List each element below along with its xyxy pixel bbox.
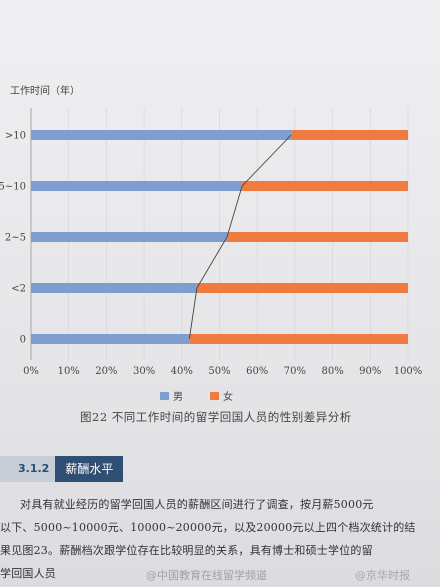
- bar-female: [291, 130, 408, 140]
- chart-legend: 男女: [160, 390, 233, 403]
- legend-label: 男: [173, 391, 183, 403]
- bar-male: [31, 283, 197, 293]
- body-text-line: 学回国人员: [0, 567, 56, 580]
- bar-male: [31, 334, 190, 344]
- category-label: 2~5: [5, 233, 26, 244]
- bar-female: [189, 334, 408, 344]
- legend-label: 女: [223, 390, 233, 403]
- watermark-right: @京华时报: [355, 569, 410, 582]
- section-heading: 3.1.2 薪酬水平: [0, 456, 190, 482]
- x-tick-label: 70%: [284, 366, 306, 377]
- bar-male: [31, 181, 243, 191]
- section-title: 薪酬水平: [55, 456, 124, 482]
- section-number: 3.1.2: [0, 456, 56, 482]
- bar-female: [242, 181, 408, 191]
- category-label: <2: [11, 284, 26, 295]
- x-tick-label: 100%: [394, 366, 423, 377]
- bar-male: [31, 232, 228, 242]
- category-label: 0: [20, 335, 26, 346]
- x-tick-labels: 0% 10% 20% 30% 40% 50% 60% 70% 80% 90% 100%: [23, 366, 422, 377]
- x-tick-label: 50%: [208, 366, 230, 377]
- figure-caption: 图22 不同工作时间的留学回国人员的性别差异分析: [80, 410, 352, 424]
- bar-male: [31, 130, 292, 140]
- x-tick-label: 0%: [23, 366, 39, 377]
- y-axis-label: 工作时间（年）: [10, 84, 80, 97]
- x-tick-label: 60%: [246, 366, 268, 377]
- body-text-line: 果见图23。薪酬档次跟学位存在比较明显的关系，具有博士和硕士学位的留: [0, 544, 373, 557]
- legend-swatch: [210, 392, 219, 400]
- gender-bar-chart: 工作时间（年） >10 5~10 2~5 <2 0 0% 10% 20% 30% 40% 50% 6…: [0, 84, 422, 403]
- body-text-line: 对具有就业经历的留学回国人员的薪酬区间进行了调查，按月薪5000元: [20, 498, 374, 511]
- x-tick-label: 40%: [171, 366, 193, 377]
- bar-female: [227, 232, 408, 242]
- bar-female: [196, 283, 408, 293]
- trend-line: [188, 134, 292, 340]
- category-labels: >10 5~10 2~5 <2 0: [0, 131, 26, 346]
- bar-series: [31, 130, 408, 344]
- x-tick-label: 90%: [359, 366, 381, 377]
- watermark-left: @中国教育在线留学频道: [146, 569, 267, 582]
- x-tick-label: 10%: [58, 366, 80, 377]
- x-tick-label: 30%: [133, 366, 155, 377]
- x-tick-label: 80%: [321, 366, 343, 377]
- legend-swatch: [160, 392, 169, 400]
- category-label: >10: [5, 131, 26, 142]
- body-text-line: 以下、5000~10000元、10000~20000元，以及20000元以上四个…: [0, 521, 416, 534]
- x-tick-label: 20%: [95, 366, 117, 377]
- category-label: 5~10: [0, 182, 26, 193]
